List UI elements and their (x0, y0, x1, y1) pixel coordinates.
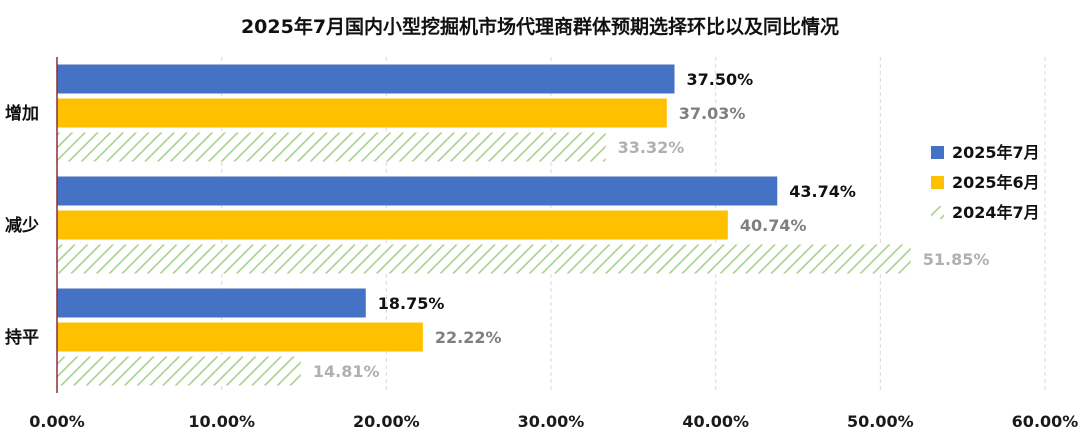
bar (57, 356, 301, 386)
legend-swatch (931, 206, 944, 219)
bar (57, 288, 366, 318)
data-label: 37.50% (687, 70, 754, 89)
x-tick-label: 30.00% (518, 412, 585, 431)
data-label: 40.74% (740, 216, 807, 235)
bar (57, 132, 606, 162)
data-label: 43.74% (789, 182, 856, 201)
bars: 37.50% 37.03% 33.32% 43.74% 40.74% 51.85% 18.7… (57, 64, 990, 386)
legend-label: 2025年6月 (952, 173, 1040, 192)
bar (57, 98, 667, 128)
data-label: 18.75% (378, 294, 445, 313)
legend-swatch (931, 146, 944, 159)
data-label: 33.32% (618, 138, 685, 157)
bar (57, 322, 423, 352)
legend-label: 2024年7月 (952, 203, 1040, 222)
data-label: 22.22% (435, 328, 502, 347)
x-tick-label: 20.00% (353, 412, 420, 431)
legend-label: 2025年7月 (952, 143, 1040, 162)
chart-title: 2025年7月国内小型挖掘机市场代理商群体预期选择环比以及同比情况 (241, 15, 839, 38)
x-tick-label: 60.00% (1012, 412, 1079, 431)
category-label: 增加 (5, 103, 39, 124)
category-label: 持平 (5, 327, 39, 348)
data-label: 14.81% (313, 362, 380, 381)
category-label: 减少 (5, 215, 39, 236)
x-tick-label: 0.00% (29, 412, 85, 431)
x-tick-label: 10.00% (188, 412, 255, 431)
bar (57, 64, 675, 94)
legend: 2025年7月 2025年6月 2024年7月 (931, 143, 1040, 222)
bar (57, 210, 728, 240)
bar (57, 176, 778, 206)
data-label: 37.03% (679, 104, 746, 123)
x-tick-label: 50.00% (847, 412, 914, 431)
bar (57, 244, 911, 274)
x-tick-label: 40.00% (682, 412, 749, 431)
data-label: 51.85% (923, 250, 990, 269)
legend-swatch (931, 176, 944, 189)
axes: 0.00% 10.00% 20.00% 30.00% 40.00% 50.00% 60.00… (5, 57, 1078, 431)
